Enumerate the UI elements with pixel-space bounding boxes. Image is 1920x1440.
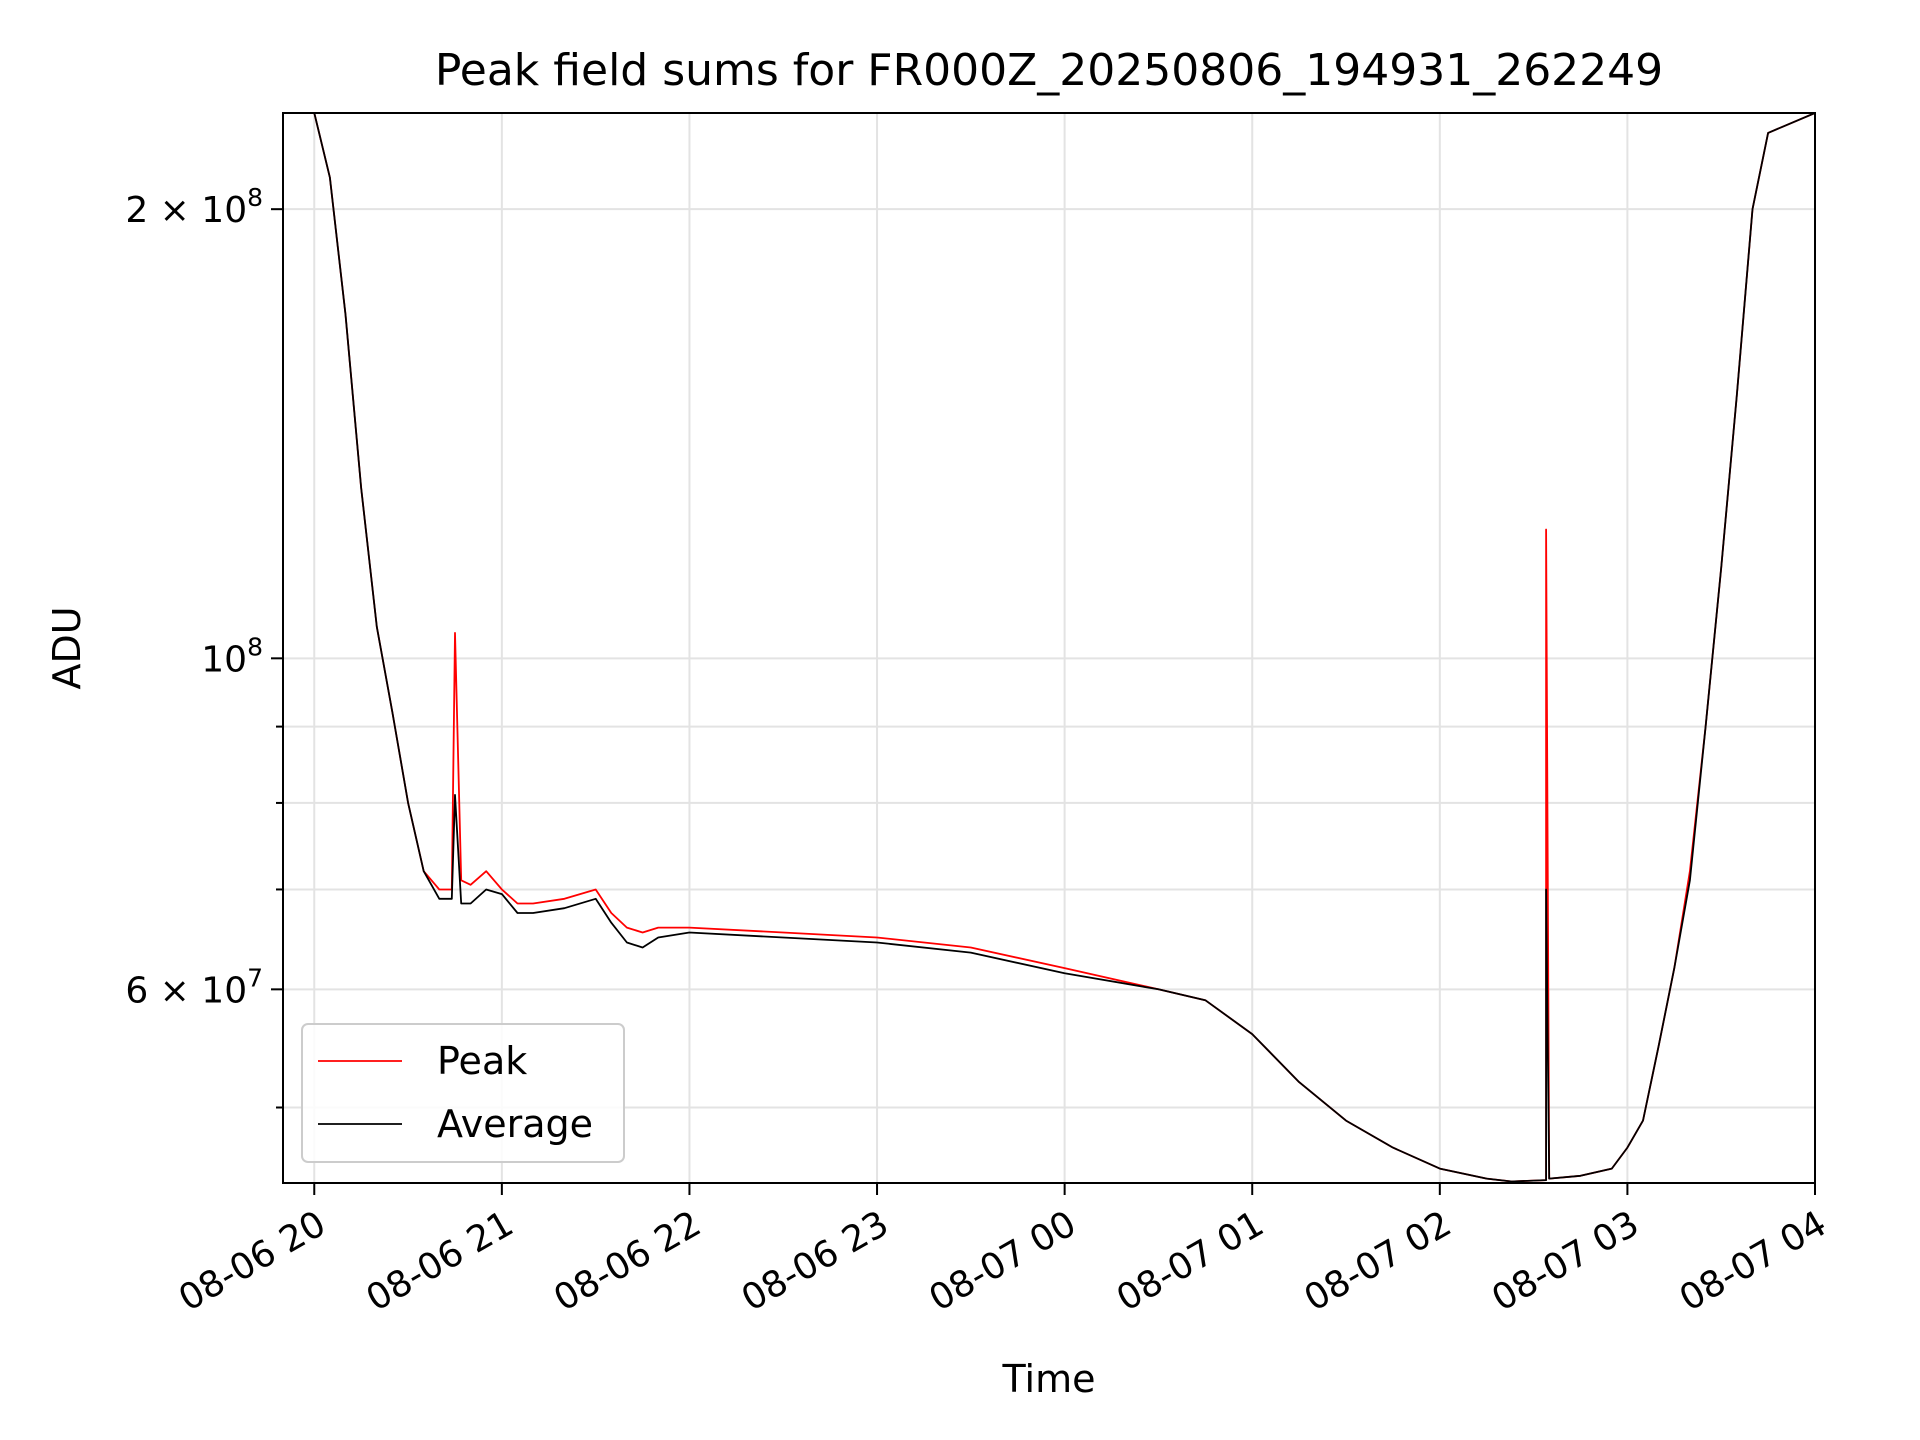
- x-axis-title: Time: [1002, 1357, 1096, 1401]
- series-line-average: [283, 113, 1815, 1183]
- y-tick-label-exponent: 7: [247, 963, 263, 992]
- y-tick-label: 6 × 107: [125, 963, 263, 1011]
- y-axis-title: ADU: [45, 606, 89, 689]
- series-layer: [283, 113, 1815, 1183]
- y-tick-label-exponent: 8: [247, 632, 263, 661]
- y-tick-label: 2 × 108: [125, 183, 263, 231]
- y-tick-label-base: 10: [201, 639, 247, 680]
- y-tick-label-base: 2 × 10: [125, 190, 247, 231]
- legend-label-average: Average: [437, 1102, 593, 1146]
- y-tick-label-base: 6 × 10: [125, 970, 247, 1011]
- chart-title: Peak field sums for FR000Z_20250806_1949…: [435, 45, 1663, 96]
- legend-label-peak: Peak: [437, 1039, 527, 1083]
- legend: Peak Average: [301, 1023, 625, 1163]
- legend-box: [301, 1023, 625, 1163]
- y-tick-label-exponent: 8: [247, 183, 263, 212]
- plot-frame: [282, 112, 1816, 1184]
- y-tick-label: 108: [201, 632, 263, 680]
